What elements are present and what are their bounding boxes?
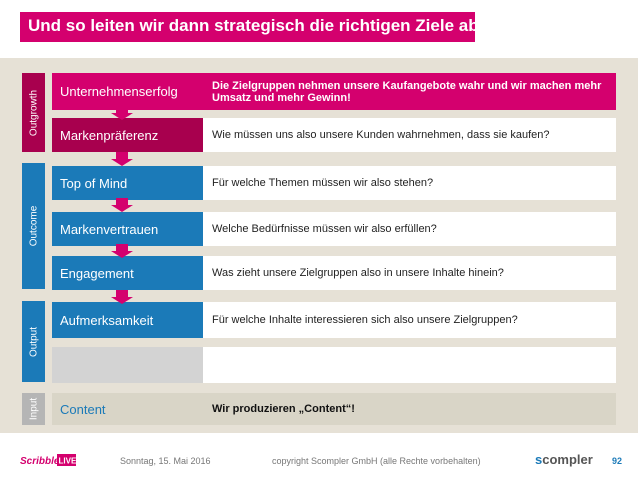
row-label-empty [52,347,203,383]
row-label-markenpraeferenz: Markenpräferenz [52,118,203,152]
row-question-markenvertrauen: Welche Bedürfnisse müssen wir also erfül… [203,212,616,246]
row-question-empty [203,347,616,383]
row-question-top-of-mind: Für welche Themen müssen wir also stehen… [203,166,616,200]
page-number: 92 [612,456,623,466]
row-label-unternehmenserfolg: Unternehmenserfolg [52,73,203,110]
group-outcome: Outcome [22,163,45,289]
scompler-logo-icon: scompler [535,452,593,467]
row-label-engagement: Engagement [52,256,203,290]
row-label-top-of-mind: Top of Mind [52,166,203,200]
down-arrow-icon [111,198,133,212]
group-output: Output [22,301,45,382]
scribblelive-logo: Scribble LIVE [20,451,77,469]
down-arrow-icon [111,290,133,304]
footer-copyright: copyright Scompler GmbH (alle Rechte vor… [272,456,481,466]
row-label-content: Content [52,393,203,425]
slide-title: Und so leiten wir dann strategisch die r… [28,16,485,35]
row-question-content: Wir produzieren „Content“! [203,393,616,425]
row-question-unternehmenserfolg: Die Zielgruppen nehmen unsere Kaufangebo… [203,73,616,110]
row-question-markenpraeferenz: Wie müssen uns also unsere Kunden wahrne… [203,118,616,152]
svg-text:scompler: scompler [535,452,593,467]
group-input: Input [22,393,45,425]
svg-text:LIVE: LIVE [59,457,77,466]
scompler-logo: scompler [535,452,595,468]
row-question-aufmerksamkeit: Für welche Inhalte interessieren sich al… [203,302,616,338]
row-question-engagement: Was zieht unsere Zielgruppen also in uns… [203,256,616,290]
row-label-markenvertrauen: Markenvertrauen [52,212,203,246]
svg-text:Scribble: Scribble [20,456,60,467]
down-arrow-icon [111,106,133,120]
slide-title-bar: Und so leiten wir dann strategisch die r… [20,12,484,42]
group-outgrowth: Outgrowth [22,73,45,152]
footer-date: Sonntag, 15. Mai 2016 [120,456,211,466]
row-label-aufmerksamkeit: Aufmerksamkeit [52,302,203,338]
scribblelive-logo-icon: Scribble LIVE [20,454,77,467]
down-arrow-icon [111,244,133,258]
down-arrow-icon [111,152,133,166]
